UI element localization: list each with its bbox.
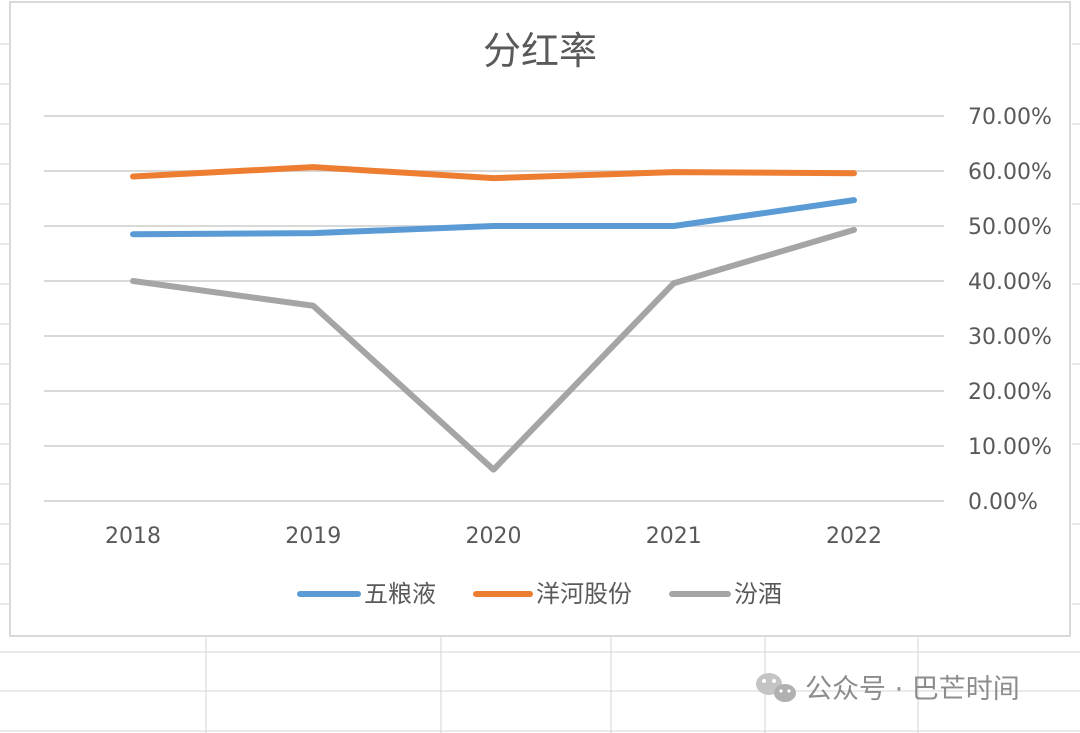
series-line-fenjiu bbox=[130, 226, 857, 473]
x-tick-label: 2018 bbox=[105, 524, 161, 549]
y-tick-label: 20.00% bbox=[968, 380, 1052, 405]
y-tick-label: 0.00% bbox=[968, 490, 1038, 515]
y-axis-ticks: 0.00% 10.00% 20.00% 30.00% 40.00% 50.00% 60.00… bbox=[968, 105, 1052, 515]
y-tick-label: 40.00% bbox=[968, 270, 1052, 295]
y-tick-label: 30.00% bbox=[968, 325, 1052, 350]
legend-label-fenjiu: 汾酒 bbox=[734, 580, 782, 608]
legend: 五粮液 洋河股份 汾酒 bbox=[297, 580, 782, 608]
spreadsheet-grid bbox=[0, 43, 1080, 733]
legend-label-wuliangye: 五粮液 bbox=[364, 580, 436, 608]
series-line-yanghe bbox=[130, 164, 857, 182]
x-tick-label: 2020 bbox=[466, 524, 522, 549]
series-line-wuliangye bbox=[130, 197, 857, 238]
chart-frame[interactable] bbox=[9, 1, 1071, 637]
watermark: 公众号 · 巴芒时间 bbox=[756, 673, 1020, 705]
x-tick-label: 2019 bbox=[285, 524, 341, 549]
y-tick-label: 10.00% bbox=[968, 435, 1052, 460]
x-tick-label: 2022 bbox=[826, 524, 882, 549]
x-axis-ticks: 2018 2019 2020 2021 2022 bbox=[105, 524, 882, 549]
wechat-icon bbox=[756, 673, 796, 702]
y-tick-label: 70.00% bbox=[968, 105, 1052, 130]
chart-title: 分红率 bbox=[483, 29, 597, 73]
x-tick-label: 2021 bbox=[646, 524, 702, 549]
y-tick-label: 50.00% bbox=[968, 215, 1052, 240]
watermark-text: 公众号 · 巴芒时间 bbox=[805, 674, 1020, 705]
series-lines bbox=[130, 164, 857, 473]
y-tick-label: 60.00% bbox=[968, 160, 1052, 185]
legend-label-yanghe: 洋河股份 bbox=[536, 580, 632, 608]
